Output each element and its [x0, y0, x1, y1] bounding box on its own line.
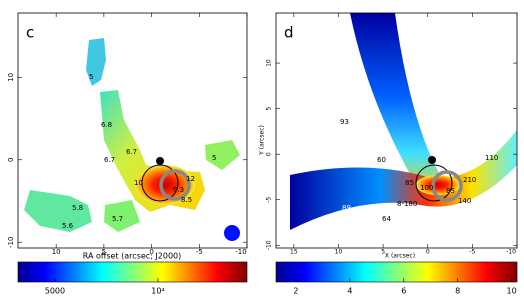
- colorbar-tick-label: 10⁴: [151, 287, 164, 296]
- annotation: 8-180: [397, 200, 417, 208]
- panel-letter: d: [284, 24, 294, 42]
- annotation: 140: [458, 197, 471, 205]
- x-tick-label: 0: [149, 248, 153, 256]
- annotation: 5: [212, 154, 216, 162]
- frame: [275, 12, 518, 249]
- y-tick-label: -10: [7, 237, 15, 248]
- annotation: 89: [342, 204, 351, 212]
- annotation: 9.3: [173, 186, 184, 194]
- y-tick-label: 10: [7, 73, 15, 82]
- colorbar-tick-label: 10: [507, 287, 517, 296]
- y-tick-label: 0: [266, 152, 273, 156]
- annotation: 210: [463, 176, 476, 184]
- y-tick-label: 5: [266, 107, 273, 111]
- panel-c-image: [24, 38, 240, 241]
- annotation: 64: [382, 215, 391, 223]
- panel-d-image: [290, 13, 517, 230]
- x-tick-label: -10: [506, 249, 516, 256]
- y-tick-label: 0: [7, 158, 15, 162]
- annotation: 5.8: [72, 204, 83, 212]
- annotation: 5.6: [62, 222, 74, 230]
- y-tick-label: -5: [266, 197, 273, 203]
- annotation: 6.8: [101, 121, 112, 129]
- x-axis-label: X (arcsec): [385, 253, 415, 260]
- annotation: 5.7: [112, 215, 123, 223]
- frame: [17, 12, 248, 249]
- colorbar-tick-label: 5000: [45, 287, 65, 296]
- annotation: 110: [485, 154, 498, 162]
- x-tick-label: 10: [52, 248, 61, 256]
- colorbar-tick-label: 8: [455, 287, 460, 296]
- annotation: 6.7: [126, 148, 137, 156]
- panel-letter: c: [26, 24, 34, 42]
- x-tick-label: -5: [196, 248, 203, 256]
- colorbar-tick-label: 6: [401, 287, 406, 296]
- annotation: 85: [446, 187, 455, 195]
- annotation: 85: [405, 179, 414, 187]
- x-tick-label: -10: [235, 248, 246, 256]
- annotations-d: 72 93 60 85 100 85 210 110 140 8-180 64 …: [332, 71, 498, 230]
- colorbar-tick-label: 2: [293, 287, 298, 296]
- annotation: 60: [377, 156, 386, 164]
- annotation: 12: [186, 175, 195, 183]
- x-tick-label: -5: [469, 249, 475, 256]
- colorbar-tick-label: 4: [347, 287, 352, 296]
- y-axis-label: Y (arcsec): [259, 125, 266, 156]
- x-tick-label: 10: [335, 249, 343, 256]
- annotation: 50: [332, 222, 341, 230]
- annotation: 10: [134, 179, 143, 187]
- annotations-c: 5 6.8 6.7 6.7 10 9.3 12 8.5 5 5.8 5.6 5.…: [62, 73, 216, 230]
- y-tick-label: 10: [266, 59, 273, 67]
- colorbar: [275, 261, 518, 283]
- colorbar: [17, 261, 248, 283]
- annotation: 8.5: [181, 196, 192, 204]
- x-tick-label: 5: [102, 248, 106, 256]
- x-tick-label: 15: [290, 249, 298, 256]
- x-tick-label: 5: [381, 249, 385, 256]
- annotation: 72: [334, 71, 343, 79]
- x-axis-label: RA offset (arcsec; J2000): [83, 252, 182, 261]
- annotation: 5: [89, 73, 93, 81]
- annotation: 100: [420, 184, 433, 192]
- annotation: 6.7: [104, 156, 115, 164]
- x-tick-label: 0: [426, 249, 430, 256]
- y-tick-label: -10: [266, 240, 273, 250]
- annotation: 93: [340, 118, 349, 126]
